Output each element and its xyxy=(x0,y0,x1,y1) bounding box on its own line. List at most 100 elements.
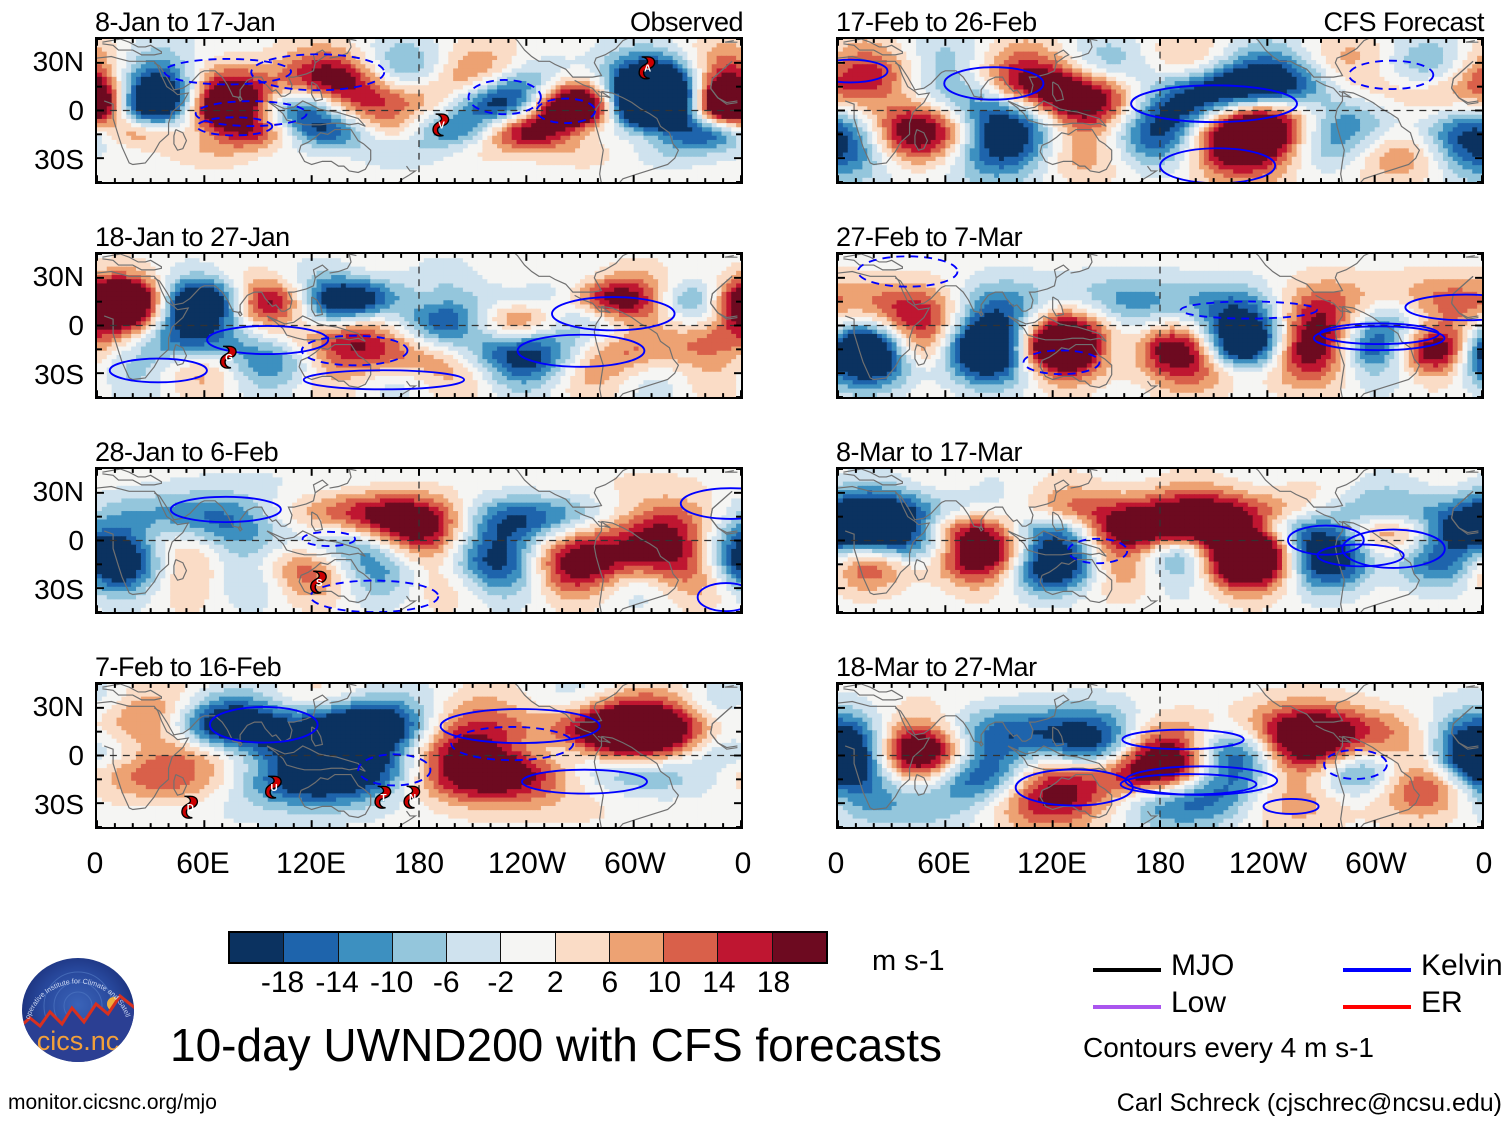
storm-marker: A xyxy=(638,56,656,80)
map-canvas xyxy=(836,37,1484,184)
author-credit: Carl Schreck (cjschrec@ncsu.edu) xyxy=(1117,1090,1502,1116)
map-canvas xyxy=(836,467,1484,614)
svg-text:A: A xyxy=(644,64,651,75)
x-tick-label: 180 xyxy=(359,849,479,879)
y-tick-label: 0 xyxy=(0,96,84,125)
map-panel: 27-Feb to 7-Mar xyxy=(836,222,1484,399)
x-tick-label: 0 xyxy=(776,849,896,879)
colorbar-tick-label: 18 xyxy=(757,968,790,998)
y-tick-label: 30N xyxy=(0,47,84,76)
x-tick-label: 0 xyxy=(35,849,155,879)
legend-line-mjo xyxy=(1093,968,1161,972)
y-tick-label: 0 xyxy=(0,311,84,340)
colorbar xyxy=(228,931,828,964)
y-tick-label: 30S xyxy=(0,360,84,389)
panel-title: 18-Mar to 27-Mar xyxy=(836,652,1037,682)
legend-label: ER xyxy=(1421,988,1463,1018)
y-tick-label: 30S xyxy=(0,575,84,604)
colorbar-tick-label: 10 xyxy=(648,968,681,998)
colorbar-tick-label: -6 xyxy=(433,968,460,998)
storm-marker: T xyxy=(374,785,392,809)
map-panel: 8-Jan to 17-Jan Observed A V xyxy=(95,7,744,184)
map-panel: 7-Feb to 16-Feb D U T N xyxy=(95,652,743,829)
colorbar-segment xyxy=(501,933,556,962)
colorbar-segment xyxy=(284,933,339,962)
map-canvas: S xyxy=(95,467,743,614)
column-header-observed: Observed xyxy=(630,7,744,37)
figure-title: 10-day UWND200 with CFS forecasts xyxy=(170,1021,942,1069)
map-panel: 8-Mar to 17-Mar xyxy=(836,437,1484,614)
colorbar-tick-label: 14 xyxy=(702,968,735,998)
colorbar-segment xyxy=(392,933,448,962)
x-tick-label: 60E xyxy=(143,849,263,879)
panel-title: 7-Feb to 16-Feb xyxy=(95,652,282,682)
colorbar-segment xyxy=(555,933,610,962)
y-tick-label: 0 xyxy=(0,526,84,555)
colorbar-segment xyxy=(609,933,665,962)
map-panel: 18-Mar to 27-Mar xyxy=(836,652,1484,829)
storm-marker: D xyxy=(181,795,199,819)
legend-label: Kelvin x2 xyxy=(1421,951,1510,981)
legend-line-low xyxy=(1093,1005,1161,1009)
colorbar-tick-label: 2 xyxy=(547,968,564,998)
colorbar-tick-label: -18 xyxy=(261,968,304,998)
y-tick-label: 30N xyxy=(0,262,84,291)
storm-marker: U xyxy=(264,775,282,799)
panel-title: 17-Feb to 26-Feb xyxy=(836,7,1037,37)
map-canvas xyxy=(836,252,1484,399)
storm-marker: S xyxy=(310,570,327,594)
legend-line-kelvin-x2 xyxy=(1343,968,1411,972)
colorbar-segment xyxy=(772,933,826,962)
legend-label: Low xyxy=(1171,988,1226,1018)
x-tick-label: 120W xyxy=(1208,849,1328,879)
panel-title: 8-Jan to 17-Jan xyxy=(95,7,276,37)
colorbar-segment xyxy=(664,933,719,962)
storm-marker: G xyxy=(219,345,237,369)
colorbar-segment xyxy=(447,933,502,962)
x-tick-label: 0 xyxy=(1424,849,1510,879)
x-tick-label: 120W xyxy=(467,849,587,879)
colorbar-tick-label: -14 xyxy=(315,968,358,998)
panel-title: 27-Feb to 7-Mar xyxy=(836,222,1023,252)
y-tick-label: 30N xyxy=(0,692,84,721)
panel-title: 18-Jan to 27-Jan xyxy=(95,222,290,252)
colorbar-tick-label: 6 xyxy=(601,968,618,998)
contour-interval-note: Contours every 4 m s-1 xyxy=(1083,1033,1374,1063)
y-tick-label: 30S xyxy=(0,145,84,174)
map-canvas: G xyxy=(95,252,743,399)
y-tick-label: 30N xyxy=(0,477,84,506)
legend-line-er xyxy=(1343,1005,1411,1009)
storm-marker: N xyxy=(403,785,421,809)
colorbar-tick-label: -10 xyxy=(370,968,413,998)
map-panel: 28-Jan to 6-Feb S xyxy=(95,437,743,614)
legend-label: MJO xyxy=(1171,951,1234,981)
x-tick-label: 60W xyxy=(575,849,695,879)
map-panel: 18-Jan to 27-Jan G xyxy=(95,222,743,399)
x-tick-label: 0 xyxy=(683,849,803,879)
map-canvas xyxy=(836,682,1484,829)
storm-marker: V xyxy=(432,113,450,137)
cics-nc-logo: cics.nc Cooperative Institute for Climat… xyxy=(16,956,140,1064)
x-tick-label: 180 xyxy=(1100,849,1220,879)
y-tick-label: 30S xyxy=(0,790,84,819)
site-url: monitor.cicsnc.org/mjo xyxy=(8,1092,217,1114)
x-tick-label: 60E xyxy=(884,849,1004,879)
map-panel: 17-Feb to 26-Feb CFS Forecast xyxy=(836,7,1484,184)
x-tick-label: 60W xyxy=(1316,849,1436,879)
x-tick-label: 120E xyxy=(251,849,371,879)
x-tick-label: 120E xyxy=(992,849,1112,879)
colorbar-units-label: m s-1 xyxy=(872,946,945,976)
colorbar-segment xyxy=(338,933,393,962)
panel-title: 28-Jan to 6-Feb xyxy=(95,437,279,467)
panel-title: 8-Mar to 17-Mar xyxy=(836,437,1023,467)
colorbar-segment xyxy=(230,933,285,962)
column-header-forecast: CFS Forecast xyxy=(1323,7,1484,37)
y-tick-label: 0 xyxy=(0,741,84,770)
svg-text:V: V xyxy=(438,121,445,132)
colorbar-tick-label: -2 xyxy=(487,968,514,998)
colorbar-segment xyxy=(718,933,773,962)
logo-wordmark: cics.nc xyxy=(37,1026,120,1056)
